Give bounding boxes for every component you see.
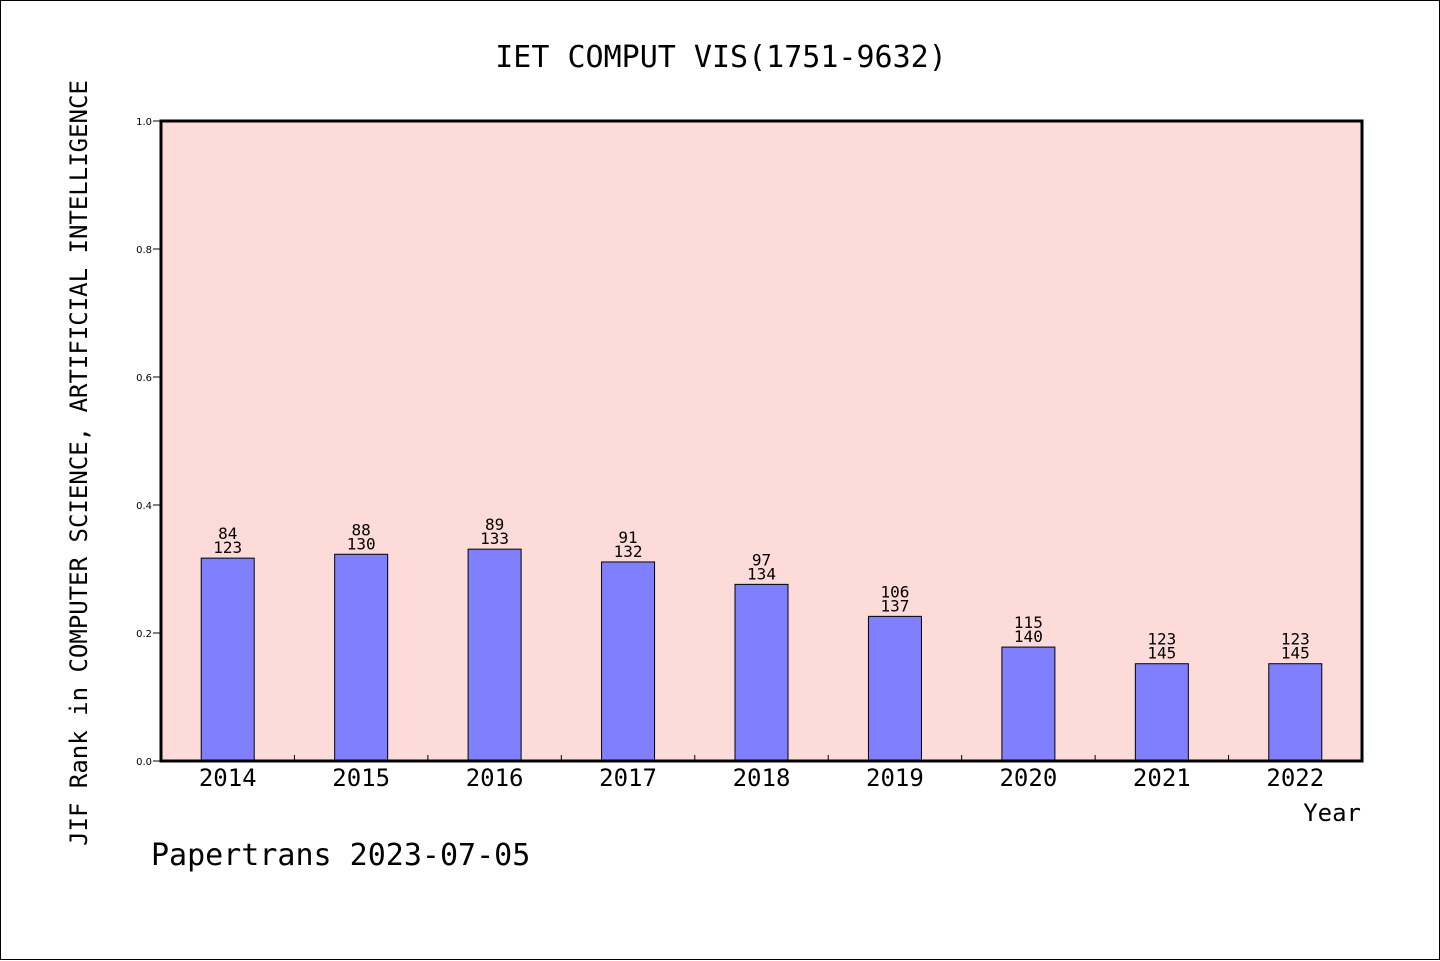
bar-label-top-2020: 115 (1014, 613, 1043, 632)
bar-2021 (1134, 663, 1189, 762)
bar-label-top-2018: 97 (752, 550, 771, 569)
bar-2019 (867, 615, 922, 762)
x-axis-label: Year (1303, 799, 1361, 827)
bar-2022 (1268, 663, 1323, 762)
y-tick-label-0.6: 0.6 (136, 373, 152, 384)
bar-label-bottom-2021: 145 (1147, 644, 1176, 663)
bar-label-bottom-2022: 145 (1281, 644, 1310, 663)
x-tick-label-2020: 2020 (999, 764, 1057, 792)
bar-label-top-2017: 91 (618, 528, 637, 547)
x-tick-label-2015: 2015 (332, 764, 390, 792)
bar-label-bottom-2015: 130 (347, 534, 376, 553)
x-tick-label-2018: 2018 (733, 764, 791, 792)
bar-label-bottom-2017: 132 (614, 542, 643, 561)
y-tick-label-0.4: 0.4 (136, 501, 152, 512)
y-tick-label-0.0: 0.0 (136, 757, 152, 768)
plot-border (159, 119, 1364, 763)
bar-label-bottom-2019: 137 (880, 596, 909, 615)
bar-label-bottom-2016: 133 (480, 529, 509, 548)
y-tick-label-0.2: 0.2 (136, 629, 152, 640)
bar-label-top-2014: 84 (218, 524, 237, 543)
bar-2016 (467, 548, 522, 762)
bar-label-bottom-2014: 123 (213, 538, 242, 557)
y-tick-label-0.8: 0.8 (136, 245, 152, 256)
bar-label-top-2021: 123 (1147, 630, 1176, 649)
x-tick-label-2017: 2017 (599, 764, 657, 792)
x-tick-label-2022: 2022 (1266, 764, 1324, 792)
bar-label-top-2015: 88 (352, 520, 371, 539)
x-tick-label-2016: 2016 (466, 764, 524, 792)
bar-2018 (734, 583, 789, 762)
ticks-group: 2014 2015 2016 2017 2018 2019 2020 2021 2022 0.0 0… (136, 117, 1324, 792)
footer-text: Papertrans 2023-07-05 (151, 838, 530, 873)
y-axis-label: JIF Rank in COMPUTER SCIENCE, ARTIFICIAL… (65, 80, 93, 846)
bar-2014 (200, 557, 255, 762)
bar-2020 (1001, 646, 1056, 762)
bar-label-bottom-2018: 134 (747, 564, 776, 583)
bar-2015 (334, 553, 389, 762)
x-tick-label-2014: 2014 (199, 764, 257, 792)
bar-label-bottom-2020: 140 (1014, 627, 1043, 646)
x-tick-label-2019: 2019 (866, 764, 924, 792)
bar-label-top-2022: 123 (1281, 630, 1310, 649)
bar-label-top-2019: 106 (880, 582, 909, 601)
chart-title: IET COMPUT VIS(1751-9632) (495, 40, 947, 75)
x-tick-label-2021: 2021 (1133, 764, 1191, 792)
bar-label-top-2016: 89 (485, 515, 504, 534)
bar-2017 (601, 561, 656, 762)
y-tick-label-1.0: 1.0 (136, 117, 152, 128)
